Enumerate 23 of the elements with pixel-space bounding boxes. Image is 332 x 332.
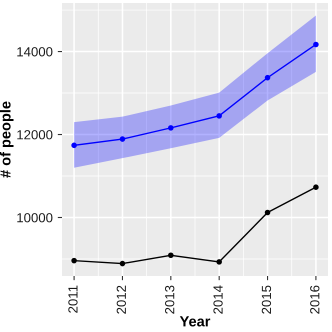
point: [168, 252, 174, 258]
x-axis-title: Year: [180, 316, 210, 326]
point: [216, 259, 222, 265]
x-tick-label: 2011: [68, 286, 78, 313]
point: [313, 42, 319, 48]
x-tick-label: 2016: [310, 286, 320, 314]
x-tick-label: 2013: [165, 286, 174, 314]
point: [313, 184, 319, 190]
point: [71, 258, 77, 264]
y-axis-title: # of people: [0, 102, 14, 178]
point: [264, 74, 270, 80]
point: [120, 260, 126, 266]
point: [168, 125, 174, 131]
point: [71, 142, 77, 148]
y-tick-label: 10000: [17, 213, 52, 222]
y-tick-label: 14000: [17, 47, 52, 56]
y-tick-label: 12000: [17, 130, 52, 140]
x-tick-label: 2012: [116, 286, 126, 314]
point: [264, 210, 270, 216]
x-tick-label: 2014: [213, 285, 223, 314]
point: [120, 136, 126, 142]
x-tick-label: 2015: [262, 286, 272, 314]
point: [216, 113, 222, 119]
